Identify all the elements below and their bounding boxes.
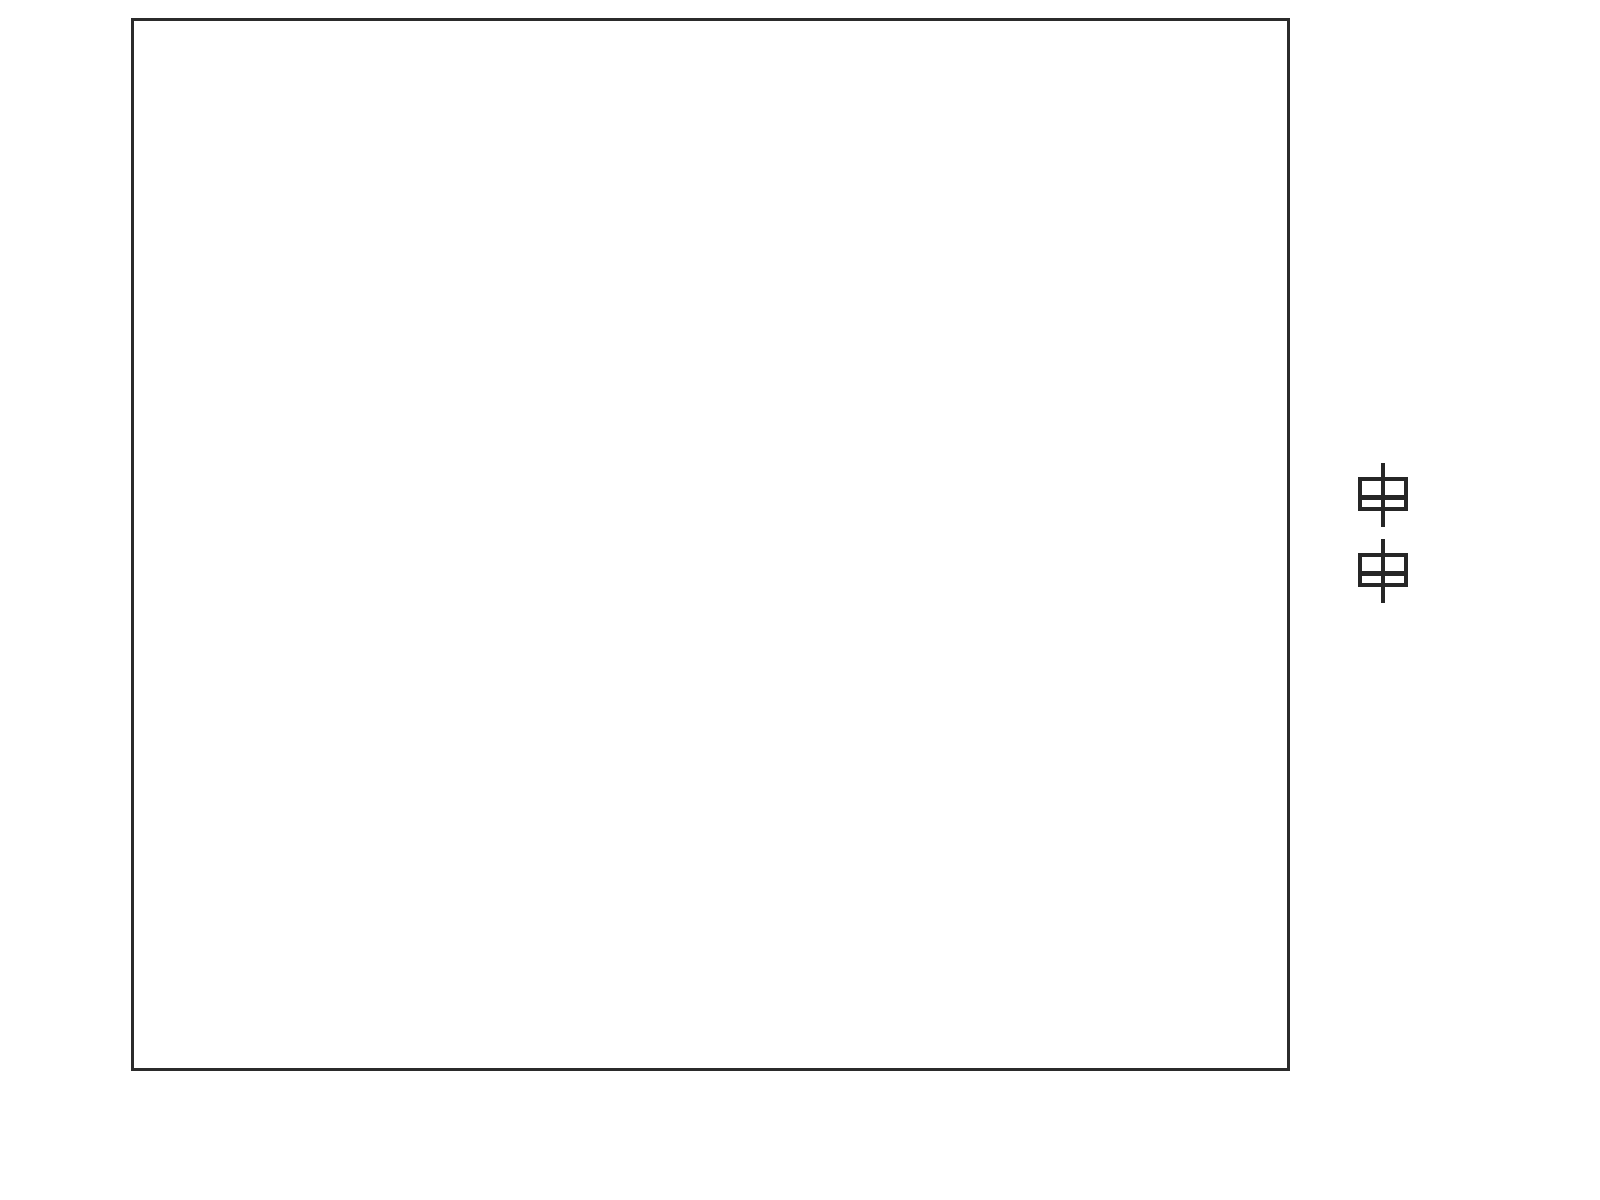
legend-entry-normal: [1358, 538, 1596, 604]
plot-panel: [131, 18, 1290, 1071]
legend: [1330, 438, 1596, 614]
legend-entry-tumor: [1358, 462, 1596, 528]
tumor-boxplot-key-icon: [1358, 463, 1408, 527]
normal-boxplot-key-icon: [1358, 539, 1408, 603]
